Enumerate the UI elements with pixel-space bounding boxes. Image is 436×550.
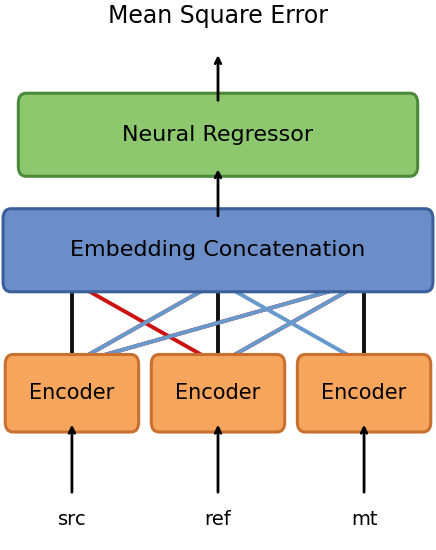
- FancyBboxPatch shape: [5, 355, 139, 432]
- FancyBboxPatch shape: [18, 93, 418, 176]
- Text: mt: mt: [351, 510, 377, 529]
- FancyBboxPatch shape: [3, 208, 433, 292]
- FancyBboxPatch shape: [297, 355, 431, 432]
- Text: Mean Square Error: Mean Square Error: [108, 4, 328, 29]
- Text: Neural Regressor: Neural Regressor: [123, 125, 313, 145]
- Text: Embedding Concatenation: Embedding Concatenation: [70, 240, 366, 260]
- Text: ref: ref: [204, 510, 232, 529]
- Text: Encoder: Encoder: [321, 383, 407, 403]
- Text: Encoder: Encoder: [175, 383, 261, 403]
- Text: Encoder: Encoder: [29, 383, 115, 403]
- FancyBboxPatch shape: [151, 355, 285, 432]
- Text: src: src: [58, 510, 86, 529]
